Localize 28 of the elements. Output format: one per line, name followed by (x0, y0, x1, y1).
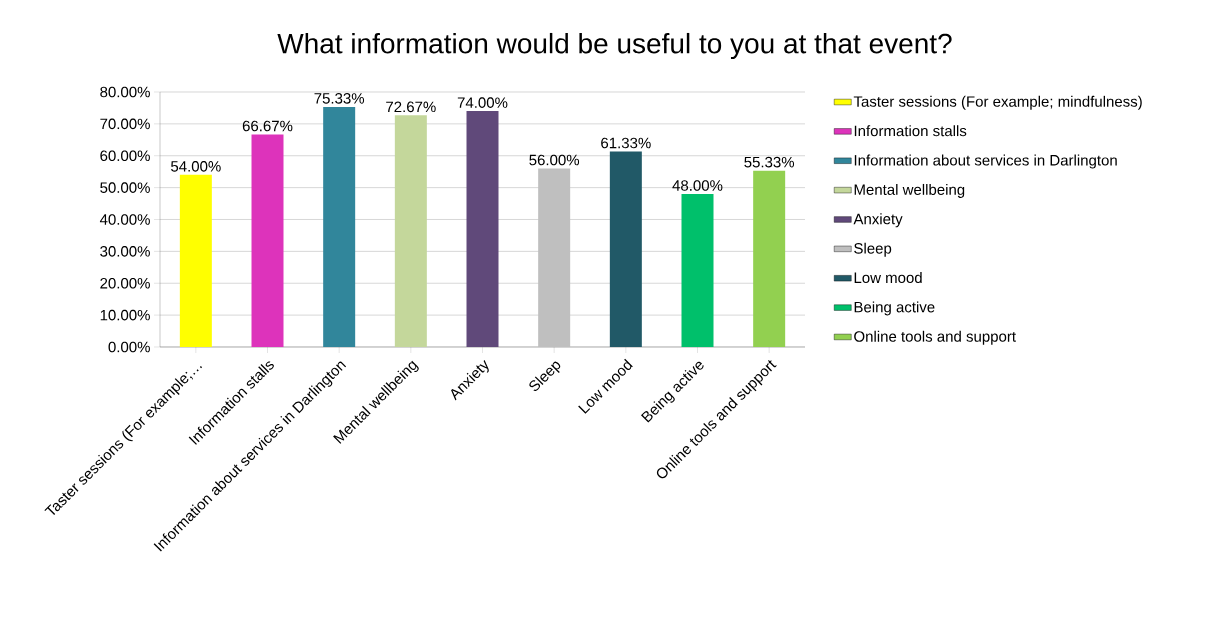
y-tick-label: 20.00% (100, 277, 150, 289)
legend-label: Information about services in Darlington (854, 154, 1117, 169)
data-label: 72.67% (386, 101, 436, 113)
legend-label: Sleep (854, 242, 892, 257)
y-tick-label: 60.00% (100, 150, 150, 162)
legend-label: Taster sessions (For example; mindfulness) (853, 95, 1142, 110)
data-label: 55.33% (744, 156, 795, 168)
legend-label: Being active (854, 301, 935, 316)
data-label: 56.00% (529, 154, 580, 166)
y-tick-label: 50.00% (100, 182, 150, 193)
data-label: 74.00% (457, 97, 508, 108)
data-label: 48.00% (672, 180, 723, 191)
legend-label: Online tools and support (854, 330, 1016, 345)
legend-label: Mental wellbeing (854, 183, 965, 198)
data-label: 54.00% (171, 161, 221, 172)
data-label: 75.33% (314, 93, 365, 104)
chart-title: What information would be useful to you at that event? (277, 32, 952, 60)
y-tick-label: 80.00% (100, 86, 150, 98)
legend-label: Anxiety (853, 213, 903, 228)
data-label: 61.33% (601, 137, 651, 149)
y-tick-label: 30.00% (100, 246, 150, 257)
y-tick-label: 10.00% (100, 309, 150, 321)
y-tick-label: 0.00% (108, 341, 150, 353)
y-tick-label: 40.00% (99, 214, 150, 225)
legend-label: Low mood (854, 272, 922, 284)
y-tick-label: 70.00% (100, 118, 150, 130)
legend-label: Information stalls (854, 125, 967, 137)
data-label: 66.67% (242, 120, 293, 132)
